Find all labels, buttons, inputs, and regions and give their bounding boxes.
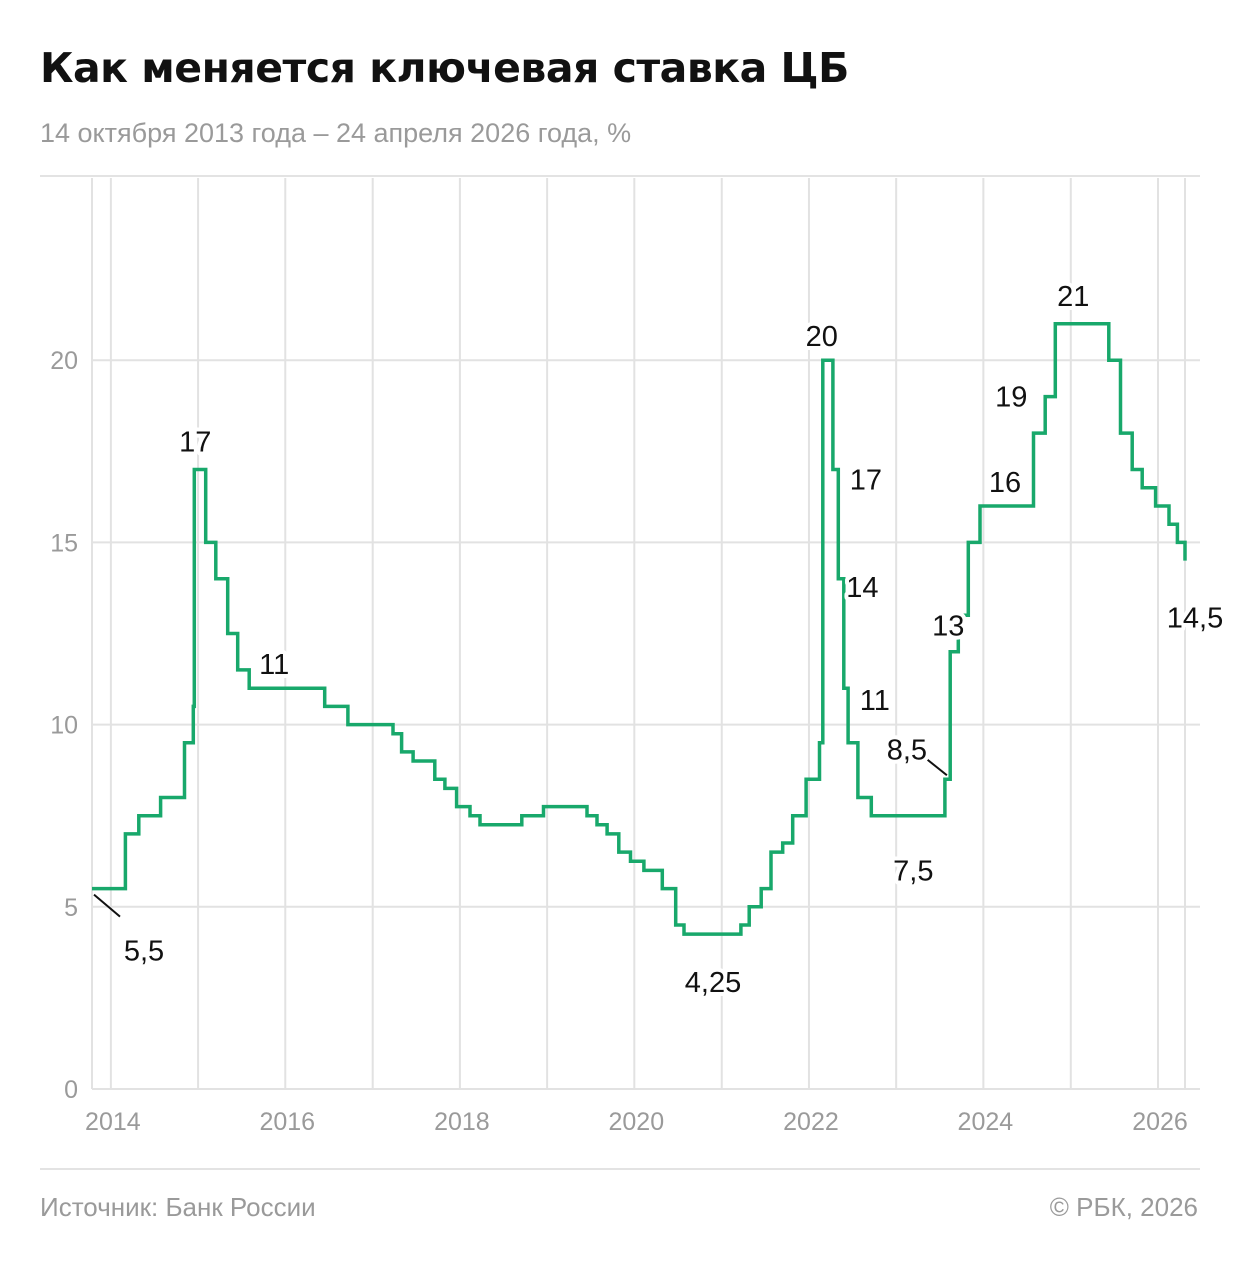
y-tick-label: 15	[50, 529, 78, 557]
series	[92, 322, 1187, 936]
chart-title: Как меняется ключевая ставка ЦБ	[40, 44, 849, 92]
annotation-leader	[93, 893, 121, 918]
data-label: 14	[846, 572, 878, 604]
y-tick-label: 20	[50, 347, 78, 375]
data-label: 20	[806, 321, 838, 353]
y-tick-label: 5	[64, 894, 78, 922]
data-label: 7,5	[893, 856, 933, 888]
data-label: 8,5	[887, 734, 927, 766]
data-label: 14,5	[1167, 603, 1223, 635]
x-tick-label: 2016	[259, 1108, 315, 1136]
data-label: 13	[932, 610, 964, 642]
bottom-divider	[40, 1168, 1200, 1170]
data-label: 19	[995, 382, 1027, 414]
tick-labels: 0 5 10 15 20 2014 2016 2018 2020 2022 2024 2026	[50, 347, 1188, 1136]
data-label: 5,5	[124, 936, 164, 968]
data-label: 17	[179, 427, 211, 459]
x-tick-label: 2022	[783, 1108, 839, 1136]
x-tick-label: 2020	[609, 1108, 665, 1136]
top-divider	[40, 175, 1200, 177]
grid	[91, 178, 1200, 1090]
chart-subtitle: 14 октября 2013 года – 24 апреля 2026 го…	[40, 118, 632, 148]
x-tick-label: 2024	[958, 1108, 1014, 1136]
x-tick-label: 2018	[434, 1108, 490, 1136]
data-label: 11	[259, 649, 289, 681]
key-rate-line	[92, 322, 1187, 936]
data-label: 17	[850, 465, 882, 497]
y-tick-label: 0	[64, 1076, 78, 1104]
copyright-note: © РБК, 2026	[1049, 1192, 1198, 1222]
data-label: 21	[1057, 281, 1089, 313]
annotation-leader	[926, 758, 948, 777]
annotations: 5,5 17 11 4,25 20 17 14 11 7,5 8,5 13 16 19 21 14,5	[93, 277, 1227, 1003]
data-label: 11	[860, 685, 890, 717]
x-tick-label: 2026	[1132, 1108, 1188, 1136]
data-label: 16	[989, 467, 1021, 499]
data-label: 4,25	[685, 967, 741, 999]
x-tick-label: 2014	[85, 1108, 141, 1136]
y-tick-label: 10	[50, 712, 78, 740]
source-note: Источник: Банк России	[40, 1192, 316, 1222]
